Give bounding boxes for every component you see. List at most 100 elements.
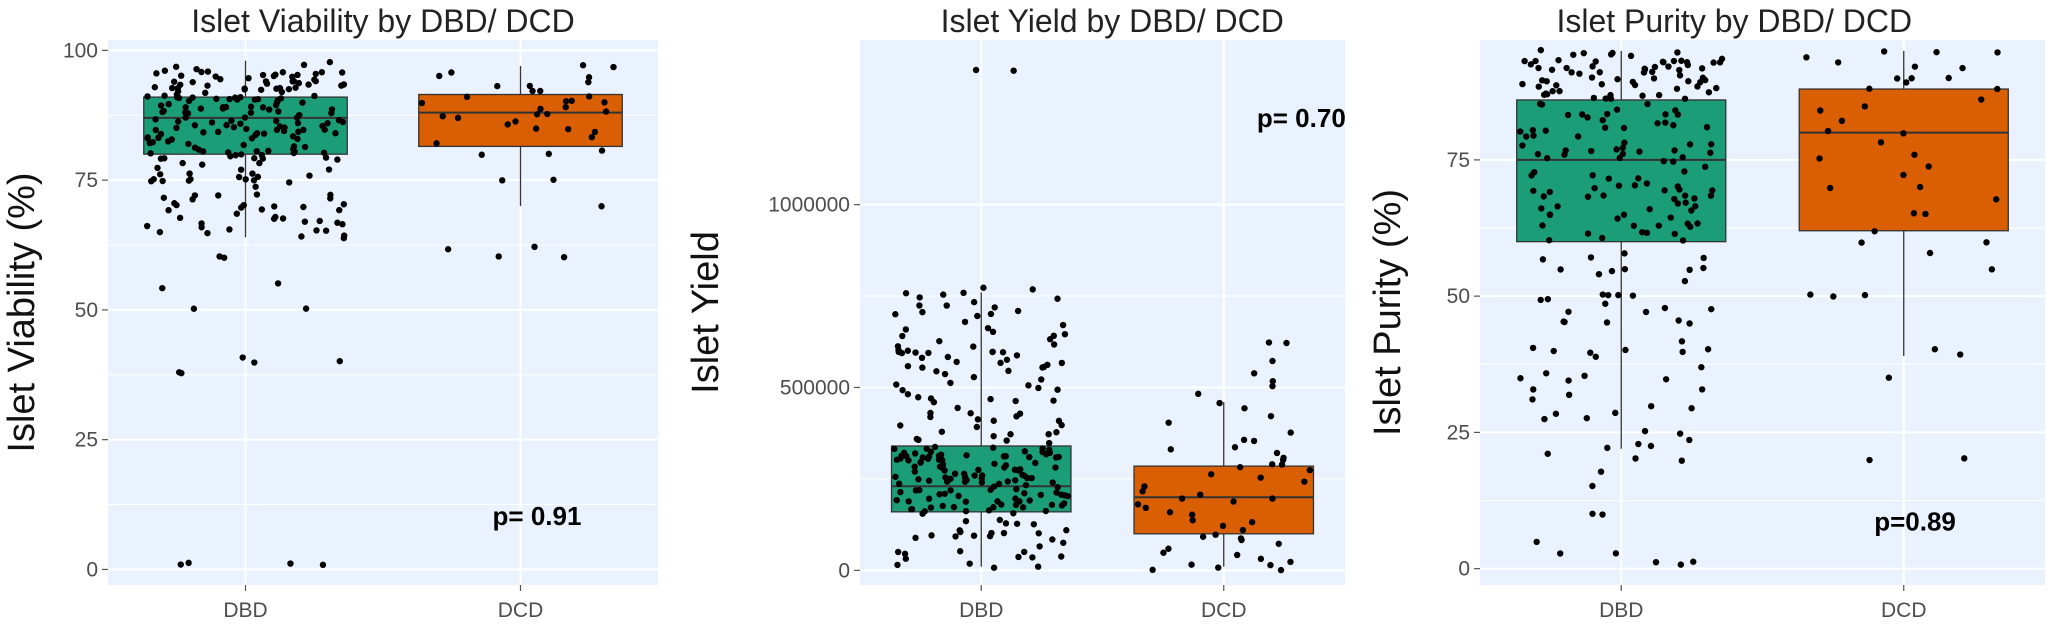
data-point: [273, 117, 280, 125]
data-point: [991, 304, 998, 311]
data-point: [1994, 85, 2001, 93]
data-point: [1643, 180, 1651, 187]
data-point: [1029, 286, 1036, 293]
data-point: [1654, 120, 1661, 127]
data-point: [326, 58, 334, 66]
data-point: [1885, 374, 1893, 381]
data-point: [1676, 186, 1683, 193]
y-tick-label: 1000000: [768, 194, 850, 217]
data-point: [144, 93, 151, 100]
data-point: [1661, 187, 1668, 194]
data-point: [927, 395, 935, 402]
data-point: [915, 476, 922, 483]
data-point: [1830, 293, 1837, 300]
data-point: [340, 201, 348, 208]
data-point: [1621, 265, 1629, 273]
data-point: [1988, 266, 1996, 273]
data-point: [147, 150, 154, 157]
data-point: [1880, 48, 1888, 55]
data-point: [1589, 482, 1596, 490]
data-point: [1629, 78, 1637, 86]
data-point: [1013, 485, 1020, 493]
data-point: [278, 88, 286, 96]
data-point: [290, 145, 297, 153]
data-point: [1034, 563, 1042, 570]
data-point: [1273, 449, 1281, 457]
data-point: [259, 104, 267, 111]
data-point: [927, 448, 935, 456]
data-point: [301, 218, 309, 225]
data-point: [273, 99, 281, 106]
data-point: [249, 170, 256, 177]
data-point: [1861, 103, 1868, 110]
box-dcd: [1133, 465, 1315, 535]
data-point: [1546, 237, 1553, 244]
data-point: [243, 125, 250, 133]
data-point: [1908, 75, 1915, 82]
data-point: [927, 409, 934, 417]
data-point: [301, 143, 309, 151]
data-point: [1063, 527, 1070, 534]
data-point: [322, 227, 330, 234]
data-point: [895, 480, 903, 487]
data-point: [1557, 266, 1564, 273]
data-point: [1532, 57, 1539, 65]
data-point: [947, 487, 954, 494]
data-point: [191, 122, 199, 129]
chart-svg: 0 500000 1000000 DBD DCD Islet Yield by DBD/ …: [685, 3, 1346, 622]
data-point: [170, 78, 178, 85]
data-point: [1698, 364, 1705, 371]
data-point: [1012, 477, 1019, 484]
data-point: [1278, 461, 1286, 468]
data-point: [1608, 267, 1616, 275]
data-point: [1670, 122, 1677, 129]
data-point: [1238, 536, 1245, 544]
box-dcd: [418, 93, 623, 148]
data-point: [1015, 553, 1022, 561]
data-point: [231, 94, 239, 101]
data-point: [161, 67, 169, 74]
y-tick-label: 25: [1447, 421, 1470, 444]
data-point: [177, 72, 185, 79]
data-point: [1916, 183, 1924, 191]
data-point: [1012, 397, 1019, 405]
data-point: [963, 452, 970, 459]
data-point: [1537, 46, 1545, 54]
data-point: [1622, 346, 1629, 354]
data-point: [1002, 520, 1010, 527]
data-point: [1233, 551, 1241, 559]
data-point: [1543, 370, 1550, 377]
data-point: [1701, 76, 1709, 84]
data-point: [1550, 347, 1557, 355]
data-point: [1030, 521, 1038, 528]
data-point: [1662, 119, 1669, 126]
data-point: [1045, 439, 1053, 447]
data-point: [1681, 192, 1689, 199]
data-point: [971, 472, 978, 479]
data-point: [186, 170, 193, 177]
data-point: [947, 379, 954, 387]
y-tick-label: 25: [75, 429, 98, 452]
data-point: [253, 130, 261, 137]
data-point: [154, 164, 161, 172]
data-point: [1903, 79, 1910, 86]
data-point: [174, 118, 182, 125]
y-tick-label: 0: [838, 559, 850, 582]
data-point: [562, 98, 570, 105]
data-point: [894, 561, 901, 569]
data-point: [202, 89, 209, 97]
data-point: [915, 394, 922, 401]
data-point: [1560, 318, 1567, 325]
data-point: [1055, 417, 1063, 425]
y-tick-label: 50: [1447, 285, 1470, 308]
data-point: [239, 354, 246, 361]
data-point: [560, 253, 568, 261]
data-point: [1660, 58, 1667, 66]
data-point: [1026, 453, 1033, 461]
data-point: [1691, 195, 1698, 202]
data-point: [152, 116, 159, 123]
data-point: [253, 147, 260, 155]
data-point: [1267, 412, 1275, 420]
data-point: [334, 219, 341, 226]
data-point: [1807, 291, 1814, 298]
